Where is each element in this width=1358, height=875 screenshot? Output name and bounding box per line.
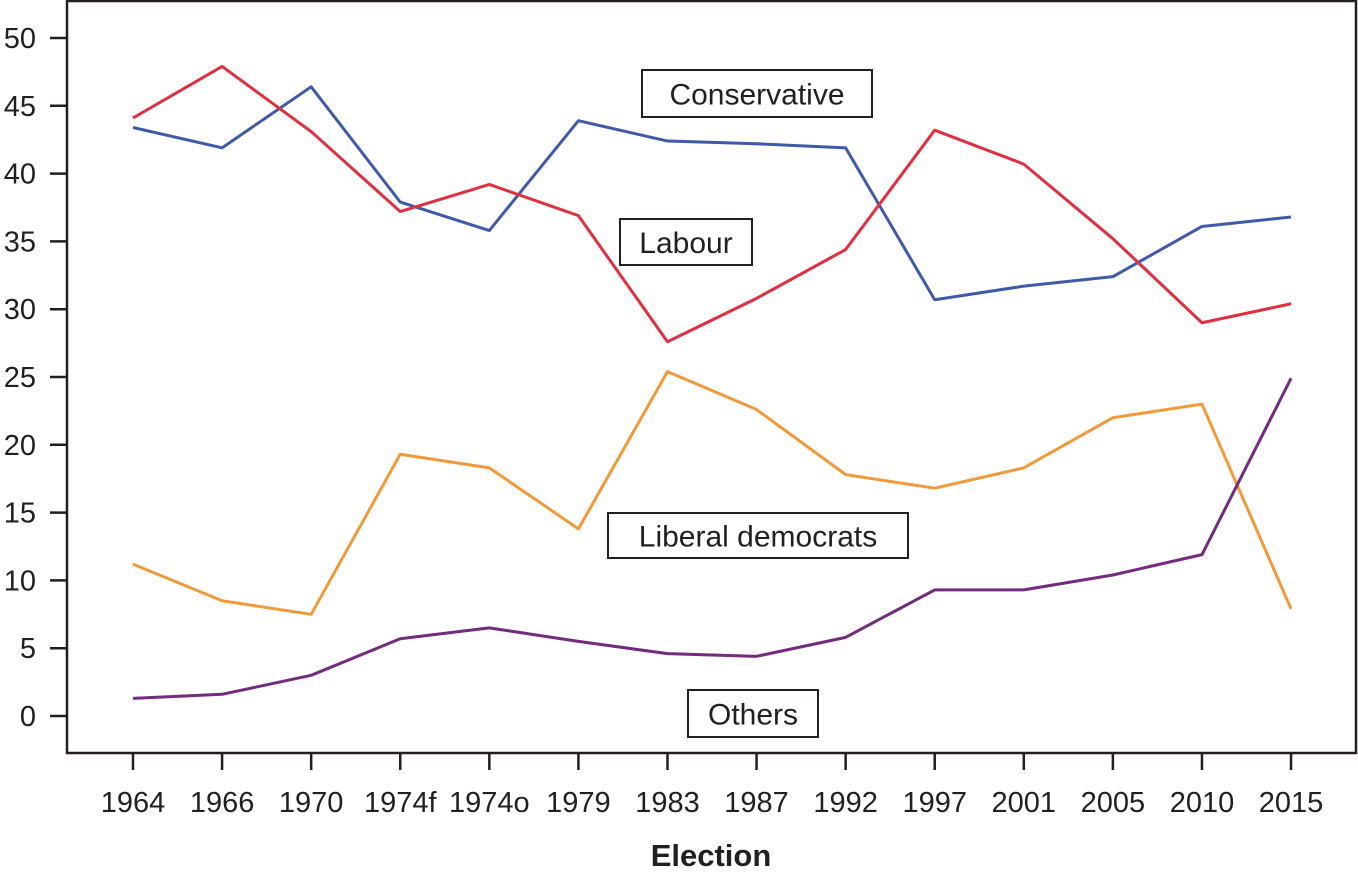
- series-label-box: Others: [687, 689, 819, 738]
- y-tick-label: 10: [4, 565, 36, 597]
- y-tick-label: 20: [4, 430, 36, 462]
- y-tick-label: 30: [4, 294, 36, 326]
- x-tick-label: 1970: [279, 787, 344, 819]
- y-tick-label: 5: [20, 633, 36, 665]
- x-tick-label: 1983: [635, 787, 700, 819]
- y-tick-label: 50: [4, 23, 36, 55]
- series-labels: Conservative Labour Liberal democrats Other…: [607, 69, 909, 738]
- x-tick-label: 1979: [546, 787, 611, 819]
- x-axis-title: Election: [651, 838, 772, 873]
- x-tick-label: 1992: [813, 787, 878, 819]
- series-label: Others: [708, 699, 798, 732]
- series-line-conservative: [132, 85, 1292, 302]
- series-line-liberal-democrats: [132, 370, 1293, 616]
- x-tick-label: 1974f: [364, 787, 438, 819]
- x-axis: 1964 1966 1970 1974f 1974o 1979 1983 1987 1992 19…: [101, 753, 1324, 819]
- x-tick-label: 1987: [724, 787, 789, 819]
- y-tick-label: 35: [4, 226, 36, 258]
- x-tick-label: 1964: [101, 787, 166, 819]
- y-tick-label: 40: [4, 159, 36, 191]
- series-label-box: Labour: [619, 218, 753, 266]
- x-tick-label: 2001: [992, 787, 1057, 819]
- x-tick-label: 1997: [902, 787, 967, 819]
- y-tick-label: 25: [4, 362, 36, 394]
- y-tick-label: 0: [20, 701, 36, 733]
- series-line-others: [132, 377, 1293, 700]
- series-label: Labour: [639, 227, 732, 260]
- y-axis: 0 5 10 15 20 25 30 35 40 45 50: [4, 23, 67, 733]
- series-label: Conservative: [669, 79, 844, 112]
- x-tick-label: 2005: [1081, 787, 1146, 819]
- series-label-box: Liberal democrats: [607, 512, 909, 559]
- series-line-labour: [132, 64, 1292, 344]
- x-tick-label: 2015: [1259, 787, 1324, 819]
- y-tick-label: 45: [4, 91, 36, 123]
- series-label: Liberal democrats: [639, 521, 877, 554]
- series-label-box: Conservative: [641, 69, 873, 118]
- series-lines: [132, 64, 1293, 700]
- x-tick-label: 1974o: [449, 787, 530, 819]
- x-tick-label: 1966: [190, 787, 255, 819]
- y-tick-label: 15: [4, 498, 36, 530]
- x-tick-label: 2010: [1170, 787, 1235, 819]
